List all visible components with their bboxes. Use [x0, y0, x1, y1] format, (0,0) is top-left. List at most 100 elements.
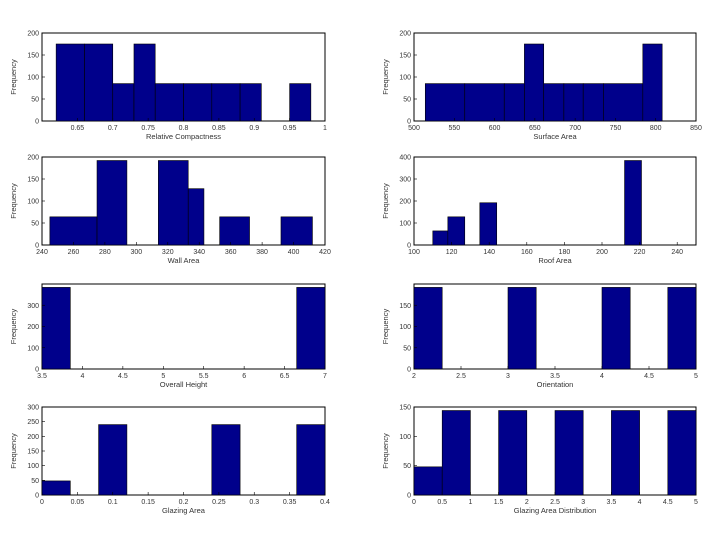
- x-tick-label: 340: [193, 249, 205, 256]
- histogram-bar: [280, 216, 313, 246]
- x-tick-label: 0.65: [71, 125, 85, 132]
- histogram-bar: [289, 83, 312, 122]
- y-tick-label: 0: [407, 367, 411, 374]
- y-tick-label: 200: [27, 434, 39, 441]
- x-tick-label: 5: [161, 373, 165, 380]
- x-tick-label: 0.5: [437, 499, 447, 506]
- x-axis-label: Roof Area: [538, 256, 572, 265]
- histogram-bar: [601, 287, 631, 370]
- histogram-bar: [498, 410, 528, 496]
- x-tick-label: 4.5: [644, 373, 654, 380]
- x-tick-label: 400: [288, 249, 300, 256]
- histogram-bar: [84, 43, 114, 122]
- y-tick-label: 50: [31, 97, 39, 104]
- y-tick-label: 50: [31, 478, 39, 485]
- y-axis-label: Frequency: [381, 433, 390, 469]
- x-tick-label: 120: [446, 249, 458, 256]
- x-tick-label: 360: [225, 249, 237, 256]
- y-tick-label: 150: [27, 53, 39, 60]
- y-axis-label: Frequency: [381, 183, 390, 219]
- x-tick-label: 6: [242, 373, 246, 380]
- x-tick-label: 420: [319, 249, 331, 256]
- x-tick-label: 2: [412, 373, 416, 380]
- histogram-bar: [524, 43, 545, 122]
- y-tick-label: 100: [27, 463, 39, 470]
- y-tick-label: 50: [403, 97, 411, 104]
- y-axis-label: Frequency: [9, 183, 18, 219]
- y-tick-label: 200: [399, 199, 411, 206]
- histogram-panel: 2 2.5 3 3.5 4 4.5 5050100150OrientationFrequen…: [381, 283, 698, 389]
- x-tick-label: 500: [408, 125, 420, 132]
- x-tick-label: 5: [694, 373, 698, 380]
- x-tick-label: 240: [36, 249, 48, 256]
- x-tick-label: 7: [323, 373, 327, 380]
- histogram-bar: [41, 480, 71, 496]
- y-tick-label: 100: [399, 434, 411, 441]
- x-tick-label: 300: [130, 249, 142, 256]
- y-tick-label: 0: [35, 119, 39, 126]
- x-axis-label: Glazing Area Distribution: [514, 506, 597, 515]
- x-tick-label: 320: [162, 249, 174, 256]
- histogram-bar: [154, 83, 184, 122]
- x-tick-label: 3: [581, 499, 585, 506]
- x-tick-label: 0.85: [212, 125, 226, 132]
- x-tick-label: 800: [650, 125, 662, 132]
- histogram-bar: [667, 287, 697, 370]
- histogram-bar: [49, 216, 98, 246]
- histogram-panel: 500 550 600 650 700 750 800 850 0 50 100 150 200 Surf…: [381, 31, 702, 142]
- y-tick-label: 0: [35, 367, 39, 374]
- x-axis-label: Glazing Area: [162, 506, 206, 515]
- x-tick-label: 1: [468, 499, 472, 506]
- y-tick-label: 250: [27, 419, 39, 426]
- histogram-bar: [543, 83, 565, 122]
- y-tick-label: 200: [27, 324, 39, 331]
- histogram-bar: [642, 43, 663, 122]
- x-axis-label: Orientation: [537, 380, 574, 389]
- x-tick-label: 280: [99, 249, 111, 256]
- histogram-bar: [96, 160, 128, 246]
- x-tick-label: 380: [256, 249, 268, 256]
- histogram-bar: [563, 83, 584, 122]
- y-tick-label: 50: [403, 345, 411, 352]
- y-tick-label: 50: [31, 221, 39, 228]
- histogram-bar: [239, 83, 262, 122]
- x-tick-label: 0.15: [141, 499, 155, 506]
- histogram-bar: [98, 424, 128, 496]
- histogram-bar: [187, 188, 205, 246]
- x-tick-label: 0.9: [249, 125, 259, 132]
- histogram-bar: [413, 287, 443, 370]
- x-axis-label: Overall Height: [160, 380, 208, 389]
- x-tick-label: 5.5: [199, 373, 209, 380]
- histogram-bar: [296, 424, 326, 496]
- x-tick-label: 0: [40, 499, 44, 506]
- x-tick-label: 750: [610, 125, 622, 132]
- histogram-bar: [133, 43, 156, 122]
- histogram-bar: [211, 424, 241, 496]
- x-tick-label: 0.35: [283, 499, 297, 506]
- x-tick-label: 140: [483, 249, 495, 256]
- histogram-bar: [554, 410, 584, 496]
- x-tick-label: 600: [489, 125, 501, 132]
- y-tick-label: 200: [27, 155, 39, 162]
- x-tick-label: 0.1: [108, 499, 118, 506]
- x-tick-label: 4.5: [663, 499, 673, 506]
- y-axis-label: Frequency: [381, 309, 390, 345]
- x-tick-label: 0.75: [141, 125, 155, 132]
- histogram-bar: [55, 43, 85, 122]
- plot-area: [41, 283, 326, 370]
- x-tick-label: 100: [408, 249, 420, 256]
- x-tick-label: 3.5: [607, 499, 617, 506]
- histogram-bar: [424, 83, 466, 122]
- x-tick-label: 0.4: [320, 499, 330, 506]
- x-tick-label: 0.8: [179, 125, 189, 132]
- histogram-bar: [413, 466, 443, 496]
- plot-area: [413, 283, 697, 370]
- histogram-bar: [611, 410, 640, 496]
- x-tick-label: 240: [671, 249, 683, 256]
- y-axis-label: Frequency: [9, 433, 18, 469]
- x-tick-label: 0.25: [212, 499, 226, 506]
- x-axis-label: Surface Area: [533, 132, 577, 141]
- histogram-bar: [112, 83, 135, 122]
